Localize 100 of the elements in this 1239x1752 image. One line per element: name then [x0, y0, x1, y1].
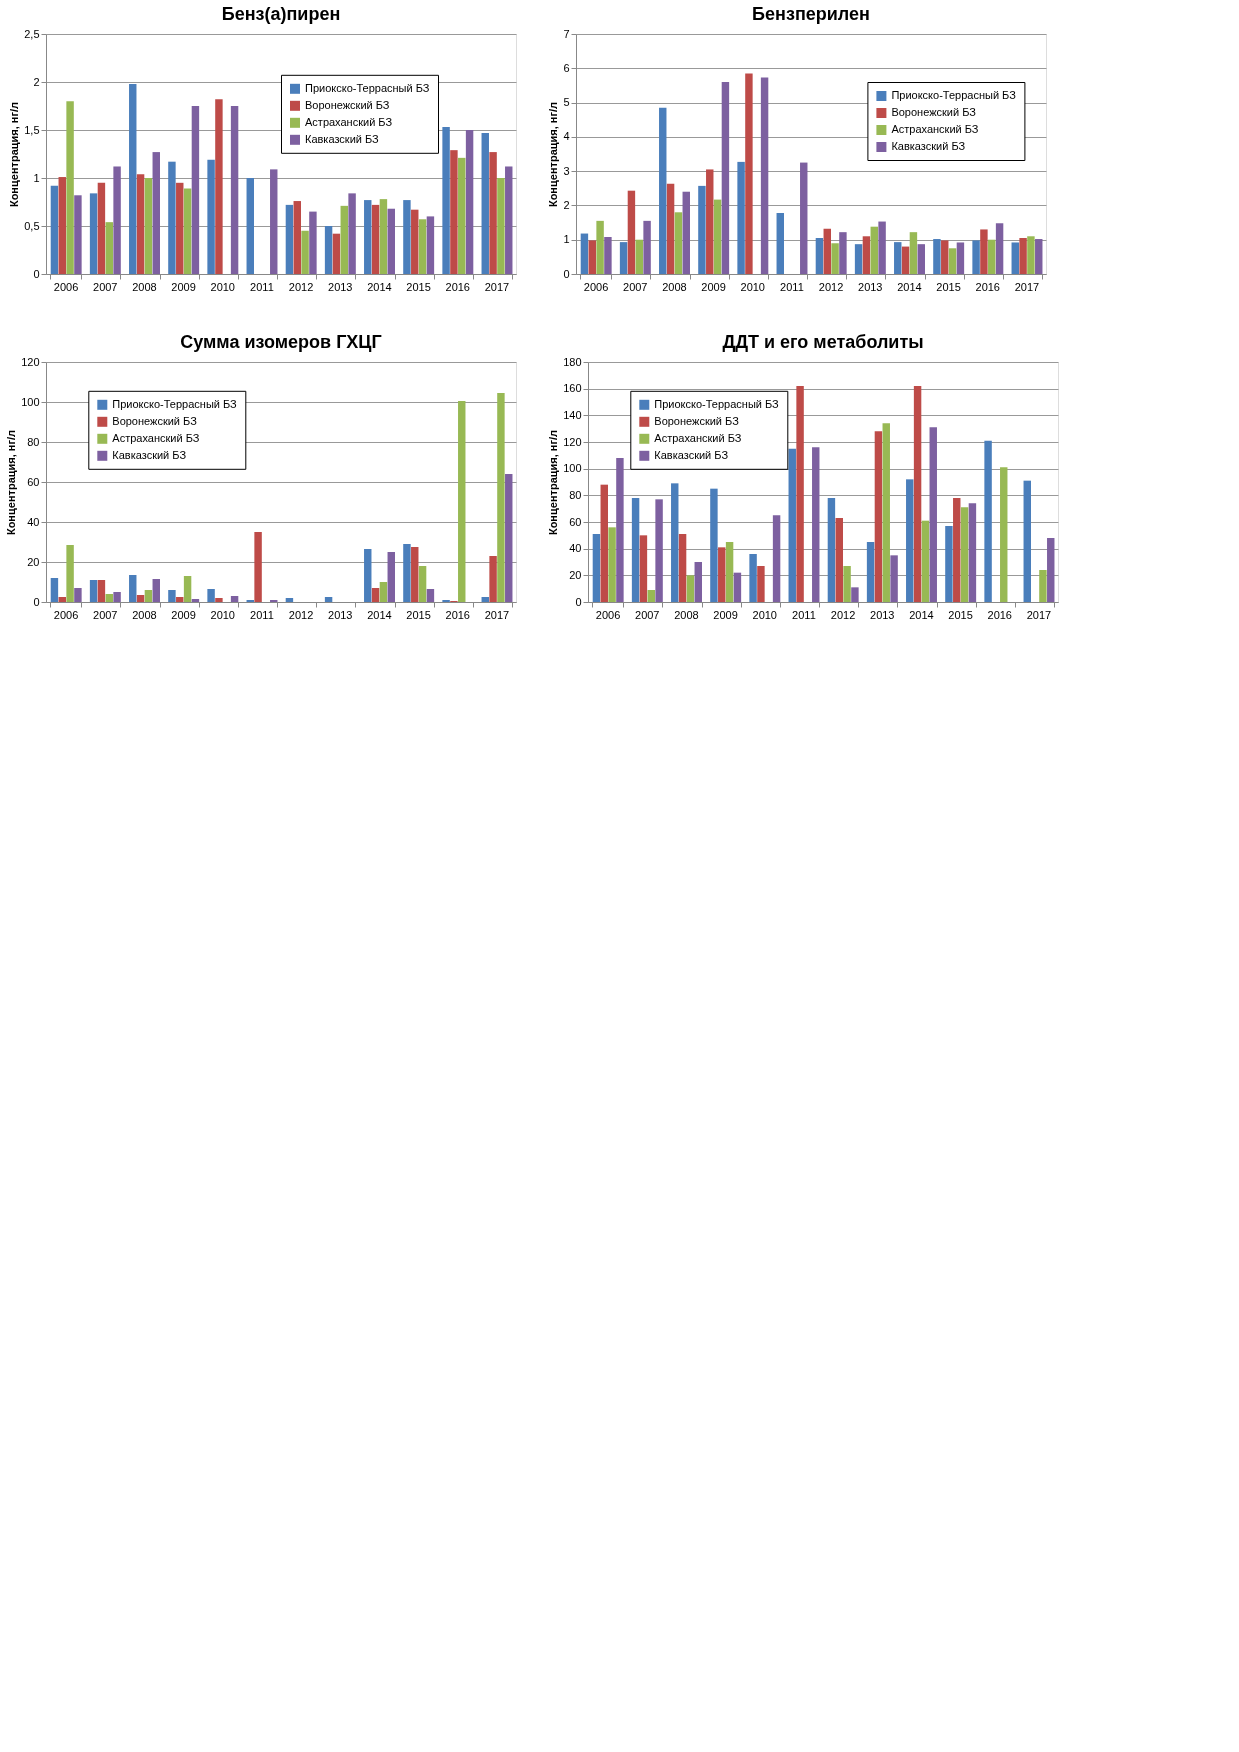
- bar: [604, 236, 612, 274]
- x-tick-label: 2016: [445, 608, 470, 621]
- bar: [207, 159, 215, 274]
- x-tick-label: 2006: [595, 608, 621, 621]
- bar: [191, 106, 200, 274]
- bar: [894, 242, 902, 274]
- x-tick-label: 2007: [623, 280, 648, 293]
- bar: [706, 169, 714, 274]
- bar: [686, 575, 695, 602]
- bar: [426, 216, 435, 274]
- bar: [831, 243, 839, 274]
- bar: [497, 393, 505, 602]
- bar: [74, 195, 82, 274]
- bar: [89, 193, 98, 274]
- x-tick-label: 2009: [701, 280, 726, 293]
- bar: [340, 205, 348, 274]
- x-tick-label: 2013: [328, 280, 353, 293]
- bar: [1011, 242, 1019, 274]
- x-tick-label: 2011: [250, 608, 274, 621]
- bar: [835, 518, 843, 602]
- bar: [980, 229, 988, 274]
- bar: [608, 527, 616, 602]
- x-tick-label: 2009: [171, 280, 196, 293]
- x-tick-label: 2017: [484, 280, 510, 293]
- legend-label: Кавказский БЗ: [112, 448, 187, 461]
- y-tick-label: 180: [563, 355, 582, 368]
- y-tick-label: 0: [575, 595, 582, 608]
- bar: [136, 174, 145, 274]
- bar: [1035, 239, 1043, 274]
- bar: [580, 233, 589, 274]
- y-tick-label: 20: [569, 568, 582, 581]
- y-tick-label: 2: [563, 198, 570, 211]
- bar: [941, 240, 949, 274]
- legend-label: Воронежский БЗ: [654, 414, 740, 427]
- bar: [800, 162, 808, 274]
- bar: [191, 599, 200, 602]
- bar: [737, 161, 745, 274]
- bar: [505, 474, 513, 602]
- bar: [387, 208, 395, 274]
- x-tick-label: 2010: [210, 608, 235, 621]
- x-tick-label: 2012: [818, 280, 844, 293]
- bar: [1027, 236, 1035, 274]
- bar: [301, 230, 309, 274]
- bar: [387, 552, 395, 602]
- y-tick-label: 60: [569, 515, 582, 528]
- bar: [839, 232, 847, 274]
- bar: [481, 597, 489, 602]
- bar: [168, 161, 176, 274]
- y-tick-label: 6: [563, 61, 570, 74]
- bar: [890, 555, 898, 602]
- y-axis-title: Концентрация, нг/л: [547, 429, 560, 536]
- y-tick-label: 100: [563, 462, 582, 475]
- x-tick-label: 2013: [870, 608, 895, 621]
- bar: [364, 200, 372, 274]
- y-tick-label: 0: [33, 267, 40, 280]
- y-tick-label: 100: [21, 395, 40, 408]
- bar: [481, 132, 489, 274]
- bar: [450, 150, 458, 274]
- bar: [882, 423, 890, 602]
- bar: [144, 590, 153, 602]
- bar: [270, 169, 278, 274]
- bar: [619, 242, 628, 274]
- bar: [129, 83, 137, 274]
- bar: [50, 185, 59, 274]
- bar: [332, 233, 341, 274]
- bar: [659, 107, 667, 274]
- bar: [348, 193, 356, 274]
- bar: [933, 239, 941, 274]
- bar: [776, 212, 784, 274]
- y-tick-label: 120: [563, 435, 582, 448]
- bar: [489, 152, 497, 274]
- y-tick-label: 0: [563, 267, 570, 280]
- y-axis-title: Концентрация, нг/л: [8, 101, 21, 208]
- legend-label: Приокско-Террасный БЗ: [305, 81, 430, 94]
- bar: [324, 226, 333, 274]
- bar: [442, 127, 450, 274]
- bar: [66, 101, 74, 274]
- bar: [144, 178, 153, 274]
- bar: [136, 595, 145, 602]
- x-tick-label: 2008: [662, 280, 687, 293]
- legend-label: Приокско-Террасный БЗ: [891, 89, 1017, 101]
- bar: [788, 448, 796, 602]
- legend-label: Воронежский БЗ: [112, 414, 198, 427]
- bar: [655, 499, 663, 602]
- bar: [152, 152, 160, 274]
- y-axis-title: Концентрация, нг/л: [547, 101, 560, 208]
- bar: [878, 221, 886, 274]
- bar: [984, 440, 992, 602]
- bar: [489, 556, 497, 602]
- y-tick-label: 0,5: [24, 219, 40, 232]
- bar: [988, 239, 996, 274]
- x-tick-label: 2014: [367, 608, 392, 621]
- bar: [827, 498, 836, 602]
- x-tick-label: 2006: [53, 608, 79, 621]
- x-tick-label: 2015: [936, 280, 961, 293]
- bar: [379, 199, 388, 274]
- bar: [921, 520, 930, 602]
- bar: [183, 188, 192, 274]
- chart-title: Сумма изомеров ГХЦГ: [180, 332, 382, 352]
- y-tick-label: 1: [563, 233, 570, 246]
